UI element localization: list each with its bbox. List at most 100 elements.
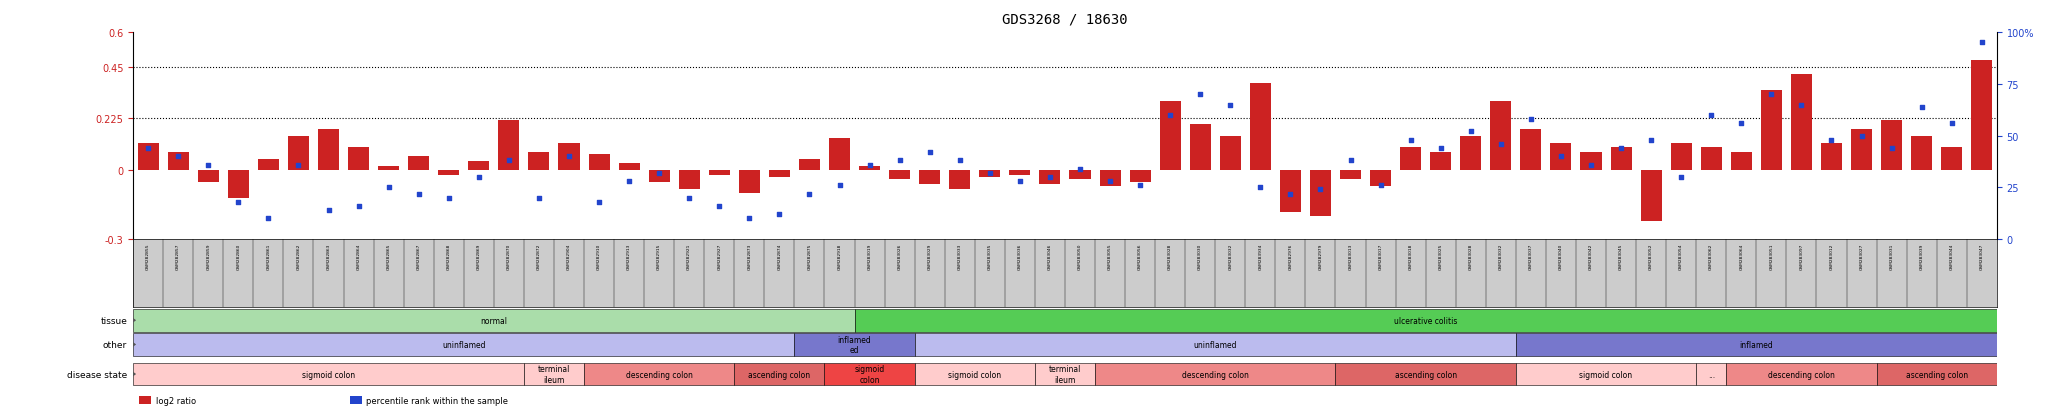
- Text: GSM283062: GSM283062: [1710, 243, 1714, 269]
- Bar: [1671, 143, 1692, 171]
- Text: ascending colon: ascending colon: [748, 370, 811, 379]
- Point: [1094, 178, 1126, 185]
- Bar: [799, 159, 819, 171]
- Bar: [289, 136, 309, 171]
- Point: [463, 174, 496, 181]
- Text: GSM283039: GSM283039: [1919, 243, 1923, 269]
- Text: GSM283030: GSM283030: [1198, 243, 1202, 269]
- Point: [793, 191, 825, 197]
- Text: GSM283012: GSM283012: [1829, 243, 1833, 269]
- Bar: [1520, 129, 1542, 171]
- Text: uninflamed: uninflamed: [442, 340, 485, 349]
- Bar: [1851, 129, 1872, 171]
- Point: [1333, 158, 1366, 164]
- Point: [1786, 102, 1819, 109]
- Bar: [1370, 171, 1391, 187]
- Point: [854, 162, 887, 169]
- Bar: [768, 171, 791, 178]
- Point: [1184, 92, 1217, 98]
- Text: ascending colon: ascending colon: [1905, 370, 1968, 379]
- Point: [283, 162, 315, 169]
- Text: ulcerative colitis: ulcerative colitis: [1395, 316, 1458, 325]
- Polygon shape: [131, 317, 135, 324]
- Bar: [168, 152, 188, 171]
- Point: [702, 203, 735, 210]
- Polygon shape: [131, 341, 135, 348]
- Text: GSM282867: GSM282867: [416, 243, 420, 269]
- Bar: [133, 363, 524, 386]
- Point: [1935, 121, 1968, 127]
- Bar: [528, 152, 549, 171]
- Text: GSM283934: GSM283934: [1257, 243, 1262, 269]
- Bar: [1550, 143, 1571, 171]
- Text: log2 ratio: log2 ratio: [156, 396, 197, 405]
- Text: uninflamed: uninflamed: [1194, 340, 1237, 349]
- Bar: [258, 159, 279, 171]
- Bar: [559, 143, 580, 171]
- Text: GSM282873: GSM282873: [748, 243, 752, 269]
- Text: GSM282869: GSM282869: [477, 243, 481, 269]
- Text: GSM283027: GSM283027: [1860, 243, 1864, 269]
- Text: GSM282874: GSM282874: [778, 243, 782, 269]
- Bar: [979, 171, 999, 178]
- Point: [221, 199, 254, 206]
- Bar: [438, 171, 459, 175]
- Text: GSM282865: GSM282865: [387, 243, 391, 269]
- Text: GSM283028: GSM283028: [1167, 243, 1171, 269]
- Bar: [1516, 333, 1997, 356]
- Bar: [1942, 148, 1962, 171]
- Bar: [469, 161, 489, 171]
- Text: GSM283032: GSM283032: [1229, 243, 1233, 269]
- Bar: [588, 154, 610, 171]
- Bar: [1335, 363, 1516, 386]
- Point: [1034, 174, 1067, 181]
- Text: disease state: disease state: [68, 370, 127, 379]
- Text: ascending colon: ascending colon: [1395, 370, 1456, 379]
- Bar: [133, 309, 854, 332]
- Point: [432, 195, 465, 202]
- Text: GSM283040: GSM283040: [1559, 243, 1563, 269]
- Point: [1724, 121, 1757, 127]
- Bar: [1640, 171, 1661, 221]
- Bar: [1876, 363, 1997, 386]
- Bar: [350, 396, 362, 404]
- Point: [1274, 191, 1307, 197]
- Bar: [915, 363, 1034, 386]
- Bar: [199, 171, 219, 182]
- Point: [1485, 141, 1518, 148]
- Text: GDS3268 / 18630: GDS3268 / 18630: [1001, 12, 1128, 26]
- Point: [252, 216, 285, 222]
- Text: ...: ...: [1708, 370, 1714, 379]
- Bar: [649, 171, 670, 182]
- Text: sigmoid colon: sigmoid colon: [948, 370, 1001, 379]
- Point: [373, 185, 406, 191]
- Text: GSM283097: GSM283097: [1800, 243, 1804, 269]
- Text: GSM283033: GSM283033: [958, 243, 963, 269]
- Point: [582, 199, 614, 206]
- Bar: [1159, 102, 1182, 171]
- Bar: [1430, 152, 1452, 171]
- Bar: [1581, 152, 1602, 171]
- Point: [1214, 102, 1247, 109]
- Point: [1665, 174, 1698, 181]
- Point: [764, 211, 797, 218]
- Text: GSM282913: GSM282913: [627, 243, 631, 269]
- Text: GSM283046: GSM283046: [1049, 243, 1053, 269]
- Bar: [735, 363, 825, 386]
- Bar: [1972, 61, 1993, 171]
- Point: [342, 203, 375, 210]
- Bar: [829, 139, 850, 171]
- Text: GSM282864: GSM282864: [356, 243, 360, 269]
- Bar: [709, 171, 729, 175]
- Bar: [1010, 171, 1030, 175]
- Text: GSM282862: GSM282862: [297, 243, 301, 269]
- Bar: [524, 363, 584, 386]
- Point: [1634, 137, 1667, 144]
- Text: sigmoid colon: sigmoid colon: [1579, 370, 1632, 379]
- Bar: [1311, 171, 1331, 216]
- Point: [401, 191, 434, 197]
- Text: GSM282927: GSM282927: [717, 243, 721, 269]
- Bar: [1069, 171, 1090, 180]
- Bar: [1040, 171, 1061, 185]
- Point: [1063, 166, 1096, 173]
